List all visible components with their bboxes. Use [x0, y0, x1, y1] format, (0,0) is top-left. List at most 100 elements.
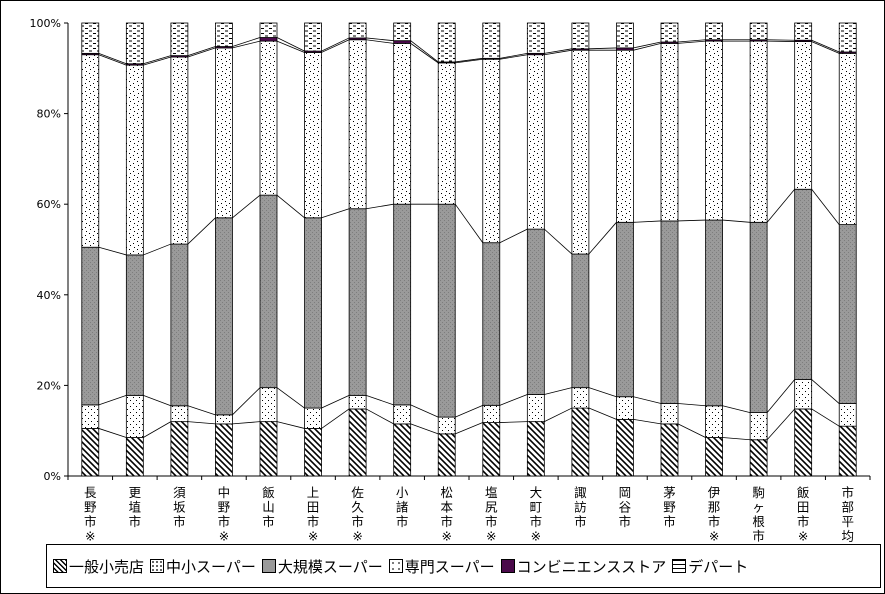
legend-swatch: [261, 559, 276, 573]
series-connector-line: [321, 208, 350, 219]
series-connector-line: [811, 189, 840, 225]
bar-segment-2: [794, 379, 813, 410]
bar-segment-1: [259, 421, 278, 477]
bar-segment-3: [393, 203, 412, 406]
series-connector-line: [811, 41, 840, 54]
bars: [81, 22, 857, 477]
bar-segment-4: [526, 54, 545, 230]
bar-segment-4: [616, 49, 634, 223]
bar-segment-4: [81, 54, 100, 248]
bar-segment-1: [348, 408, 367, 477]
legend: 一般小売店 中小スーパー 大規模スーパー 専門スーパー コンビニエンスストア デパート: [46, 544, 881, 588]
series-connector-line: [187, 421, 216, 425]
series-connector-line: [499, 52, 528, 59]
series-connector-line: [455, 57, 483, 63]
series-connector-line: [499, 421, 528, 423]
bar-segment-4: [304, 52, 322, 219]
series-connector-line: [276, 387, 305, 409]
bar-segment-3: [125, 254, 144, 396]
bar-segment-4: [170, 56, 189, 245]
series-connector-line: [232, 194, 261, 219]
bar-segment-6: [571, 22, 590, 50]
category-label: 中野市※: [218, 485, 231, 544]
legend-item: 大規模スーパー: [261, 556, 383, 577]
series-connector-line: [499, 54, 528, 60]
series-connector-line: [677, 39, 706, 43]
series-connector-line: [677, 40, 706, 44]
bar-segment-3: [749, 221, 768, 413]
bar-segment-5: [393, 40, 412, 44]
category-label: 市部平均: [841, 485, 854, 544]
series-connector-line: [321, 37, 350, 52]
series-connector-line: [499, 228, 528, 244]
bar-segment-3: [170, 243, 189, 407]
bar-segment-1: [81, 428, 100, 477]
bar-segment-2: [482, 404, 501, 423]
series-connector-line: [454, 203, 484, 243]
bar-segment-6: [794, 22, 813, 41]
bar-segment-4: [660, 42, 679, 222]
bar-segment-3: [526, 228, 545, 395]
bar-segment-3: [259, 194, 278, 389]
series-connector-line: [766, 408, 795, 441]
category-label: 大町市※: [530, 485, 543, 544]
series-connector-line: [455, 422, 483, 435]
legend-label: コンビニエンスストア: [516, 557, 667, 576]
legend-item: 一般小売店: [53, 556, 144, 577]
series-connector-line: [544, 49, 572, 56]
bar-segment-2: [348, 394, 367, 410]
bar-segment-3: [571, 253, 590, 389]
bar-segment-6: [705, 22, 723, 41]
bar-segment-2: [838, 403, 857, 427]
bar-segment-3: [705, 219, 723, 407]
series-connector-line: [588, 387, 617, 398]
bar-segment-6: [660, 22, 679, 43]
series-connector-line: [722, 405, 751, 413]
series-connector-line: [766, 379, 795, 413]
series-connector-line: [588, 47, 617, 50]
bar-segment-4: [838, 52, 857, 225]
category-label: 佐久市※: [351, 485, 364, 544]
y-tick-label: 60%: [37, 198, 61, 211]
bar-segment-2: [215, 414, 233, 425]
bar-segment-1: [705, 437, 723, 477]
series-connector-line: [722, 437, 751, 441]
series-connector-line: [321, 408, 350, 429]
series-connector-line: [366, 39, 394, 44]
series-connector-line: [811, 379, 840, 404]
bar-segment-3: [482, 242, 501, 406]
y-tick-label: 100%: [30, 17, 61, 30]
legend-item: 中小スーパー: [150, 556, 256, 577]
bar-segment-3: [437, 203, 456, 418]
bar-segment-1: [437, 433, 456, 477]
series-connector-line: [544, 407, 573, 422]
bar-segment-1: [125, 437, 144, 477]
series-lines: [98, 37, 840, 441]
series-connector-line: [98, 52, 127, 65]
series-connector-line: [544, 387, 572, 395]
bar-segment-4: [571, 49, 590, 255]
series-connector-line: [321, 39, 350, 53]
category-label: 岡谷市: [619, 485, 632, 529]
category-label: 飯山市: [262, 485, 275, 529]
legend-label: 中小スーパー: [166, 557, 256, 576]
series-connector-line: [633, 42, 662, 51]
bar-segment-2: [125, 394, 144, 438]
series-connector-line: [544, 228, 573, 255]
series-connector-line: [366, 203, 394, 210]
series-connector-line: [143, 421, 172, 438]
axes: [64, 22, 871, 480]
series-connector-line: [98, 246, 127, 256]
category-label: 松本市※: [440, 485, 453, 544]
series-connector-line: [187, 217, 216, 245]
bar-segment-2: [749, 412, 768, 441]
bar-segment-4: [259, 40, 278, 196]
legend-swatch: [672, 559, 687, 573]
bar-segment-6: [348, 22, 367, 39]
series-connector-line: [766, 188, 795, 223]
series-connector-line: [410, 404, 439, 418]
category-label: 伊那市※: [708, 485, 721, 544]
series-connector-line: [187, 405, 216, 416]
series-connector-line: [232, 40, 261, 49]
